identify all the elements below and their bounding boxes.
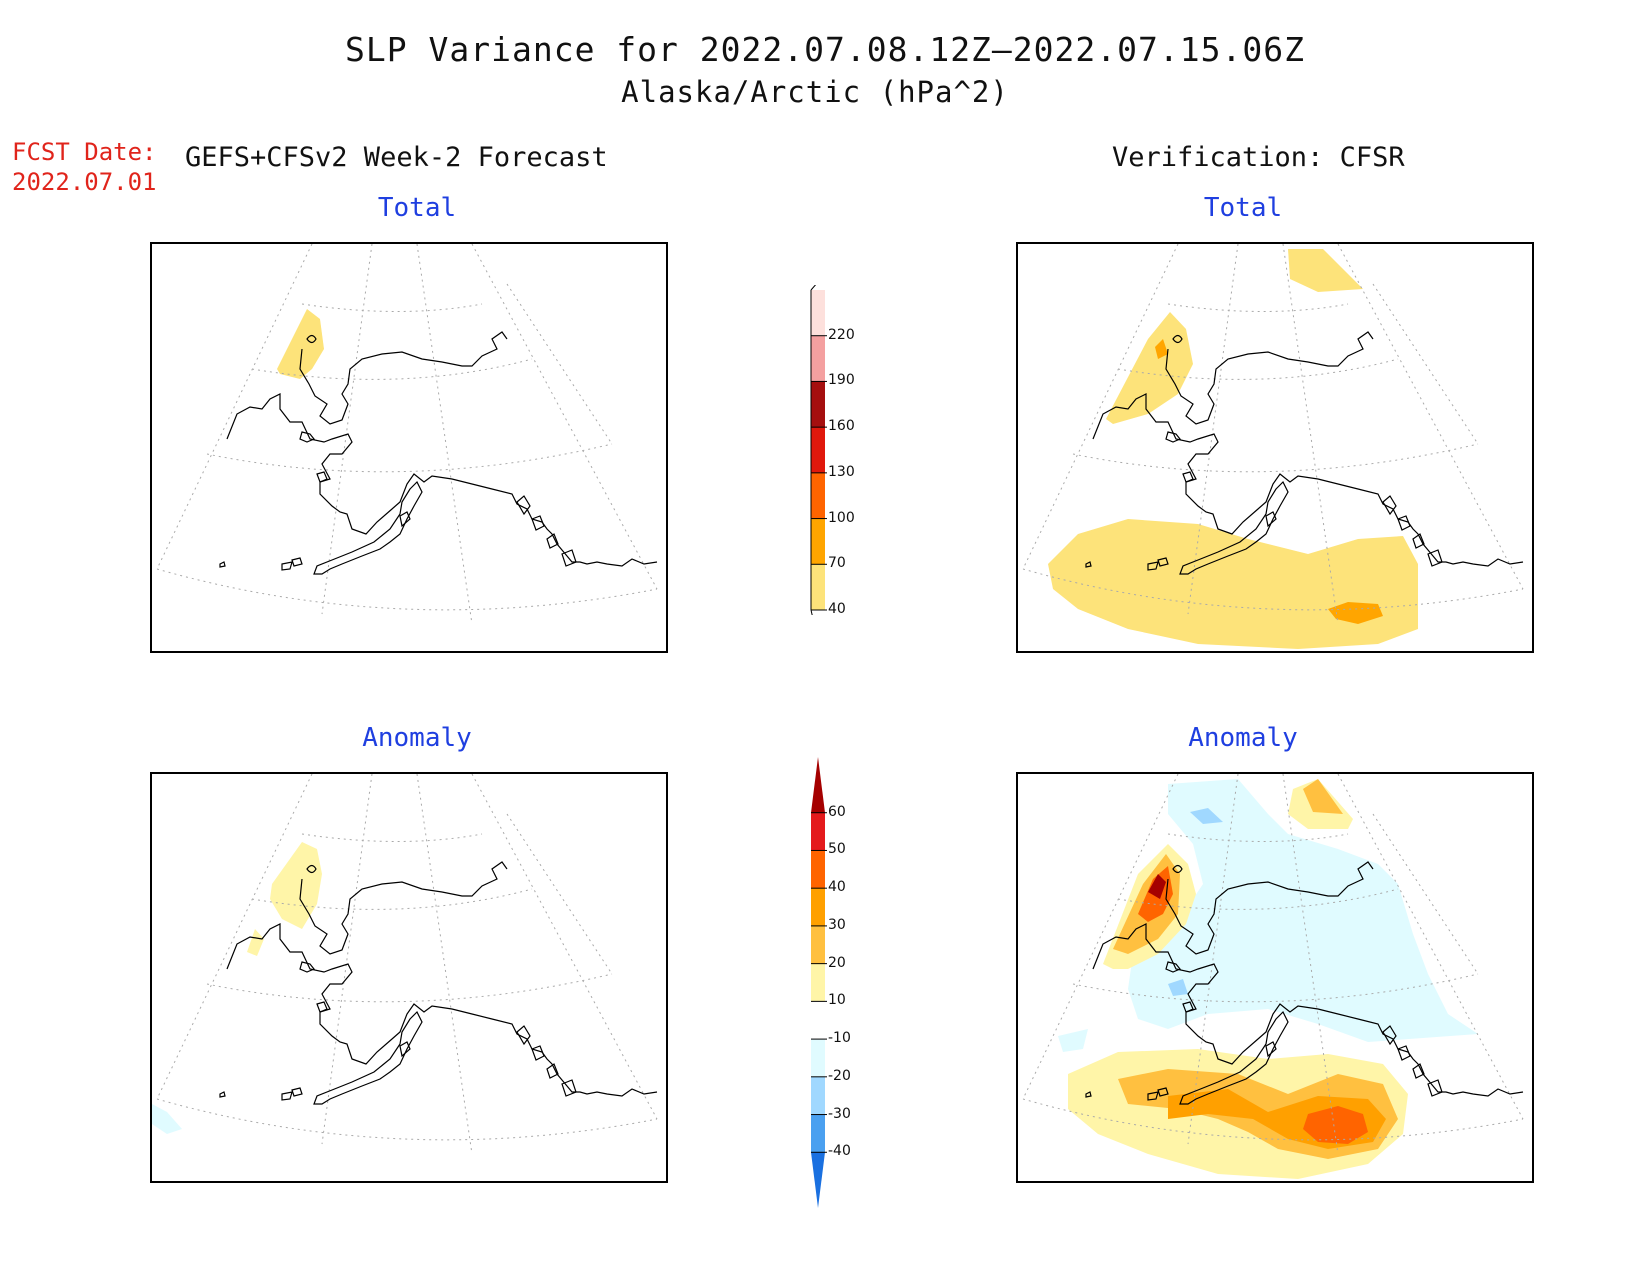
colorbar-tick-label: 50 [828, 841, 846, 858]
colorbar-swatch [811, 812, 825, 851]
colorbar-swatch [811, 1039, 825, 1077]
colorbar-tick-label: 220 [828, 326, 855, 343]
colorbar-tick-label: 70 [828, 555, 846, 572]
colorbar-tick-label: 10 [828, 992, 846, 1009]
contour-fill [277, 309, 324, 379]
panel-title-verification-anomaly: Anomaly [1188, 723, 1298, 753]
colorbar-tick-label: -10 [828, 1030, 851, 1047]
colorbar-tick-label: -40 [828, 1143, 851, 1160]
map-verification-anomaly [1016, 772, 1534, 1183]
contour-fill [1058, 779, 1478, 1179]
coastline [1085, 861, 1524, 1105]
fcst-date-label: FCST Date: [12, 138, 157, 166]
graticule [156, 774, 658, 1155]
colorbar-tick-label: 160 [828, 418, 855, 435]
colorbar-tick-label: 60 [828, 803, 846, 820]
graticule [1022, 774, 1524, 1155]
contour-fill [152, 842, 322, 1134]
colorbar-swatch [811, 757, 825, 813]
colorbar-tick-label: 40 [828, 879, 846, 896]
map-verification-total [1016, 242, 1534, 653]
panel-title-forecast-anomaly: Anomaly [362, 723, 472, 753]
map-forecast-total [150, 242, 668, 653]
colorbar-tick-label: 30 [828, 916, 846, 933]
colorbar-anomaly-swatches [811, 757, 827, 1208]
colorbar-swatch [811, 427, 825, 473]
chart-subtitle: Alaska/Arctic (hPa^2) [621, 75, 1009, 109]
graticule [156, 244, 658, 625]
colorbar-swatch [811, 381, 825, 428]
colorbar-swatch [811, 472, 825, 519]
colorbar-swatch [811, 290, 825, 336]
map-forecast-anomaly [150, 772, 668, 1183]
fcst-date-value: 2022.07.01 [12, 168, 157, 196]
colorbar-swatch [811, 850, 825, 889]
colorbar-tick-label: 20 [828, 954, 846, 971]
colorbar-swatch [811, 925, 825, 964]
verification-column-header: Verification: CFSR [1112, 142, 1405, 173]
colorbar-swatch [811, 1001, 825, 1040]
panel-title-forecast-total: Total [377, 193, 457, 223]
colorbar-tick-label: -20 [828, 1067, 851, 1084]
colorbar-swatch [811, 888, 825, 926]
colorbar-anomaly: 60 50 40 30 20 10 -10 -20 -30 -40 [796, 755, 876, 1210]
colorbar-swatch [811, 518, 825, 565]
colorbar-swatch [811, 335, 825, 382]
graticule [1022, 244, 1524, 625]
colorbar-tick-label: 40 [828, 601, 846, 617]
colorbar-total: 220 190 160 130 100 70 40 [796, 281, 876, 641]
coastline [219, 331, 658, 575]
coastline [1085, 331, 1524, 575]
colorbar-swatch [811, 1114, 825, 1153]
colorbar-tick-label: 130 [828, 463, 855, 480]
colorbar-swatch [811, 1076, 825, 1115]
colorbar-tick-label: 190 [828, 372, 855, 389]
colorbar-swatch [811, 1152, 825, 1208]
colorbar-swatch [811, 564, 825, 610]
colorbar-total-swatches [810, 281, 827, 641]
contour-fill [1048, 249, 1418, 649]
colorbar-tick-label: 100 [828, 509, 855, 526]
colorbar-tick-label: -30 [828, 1105, 851, 1122]
chart-title: SLP Variance for 2022.07.08.12Z–2022.07.… [345, 30, 1305, 69]
coastline [219, 861, 658, 1105]
colorbar-swatch [811, 963, 825, 1002]
panel-title-verification-total: Total [1203, 193, 1283, 223]
forecast-column-header: GEFS+CFSv2 Week-2 Forecast [185, 142, 608, 173]
